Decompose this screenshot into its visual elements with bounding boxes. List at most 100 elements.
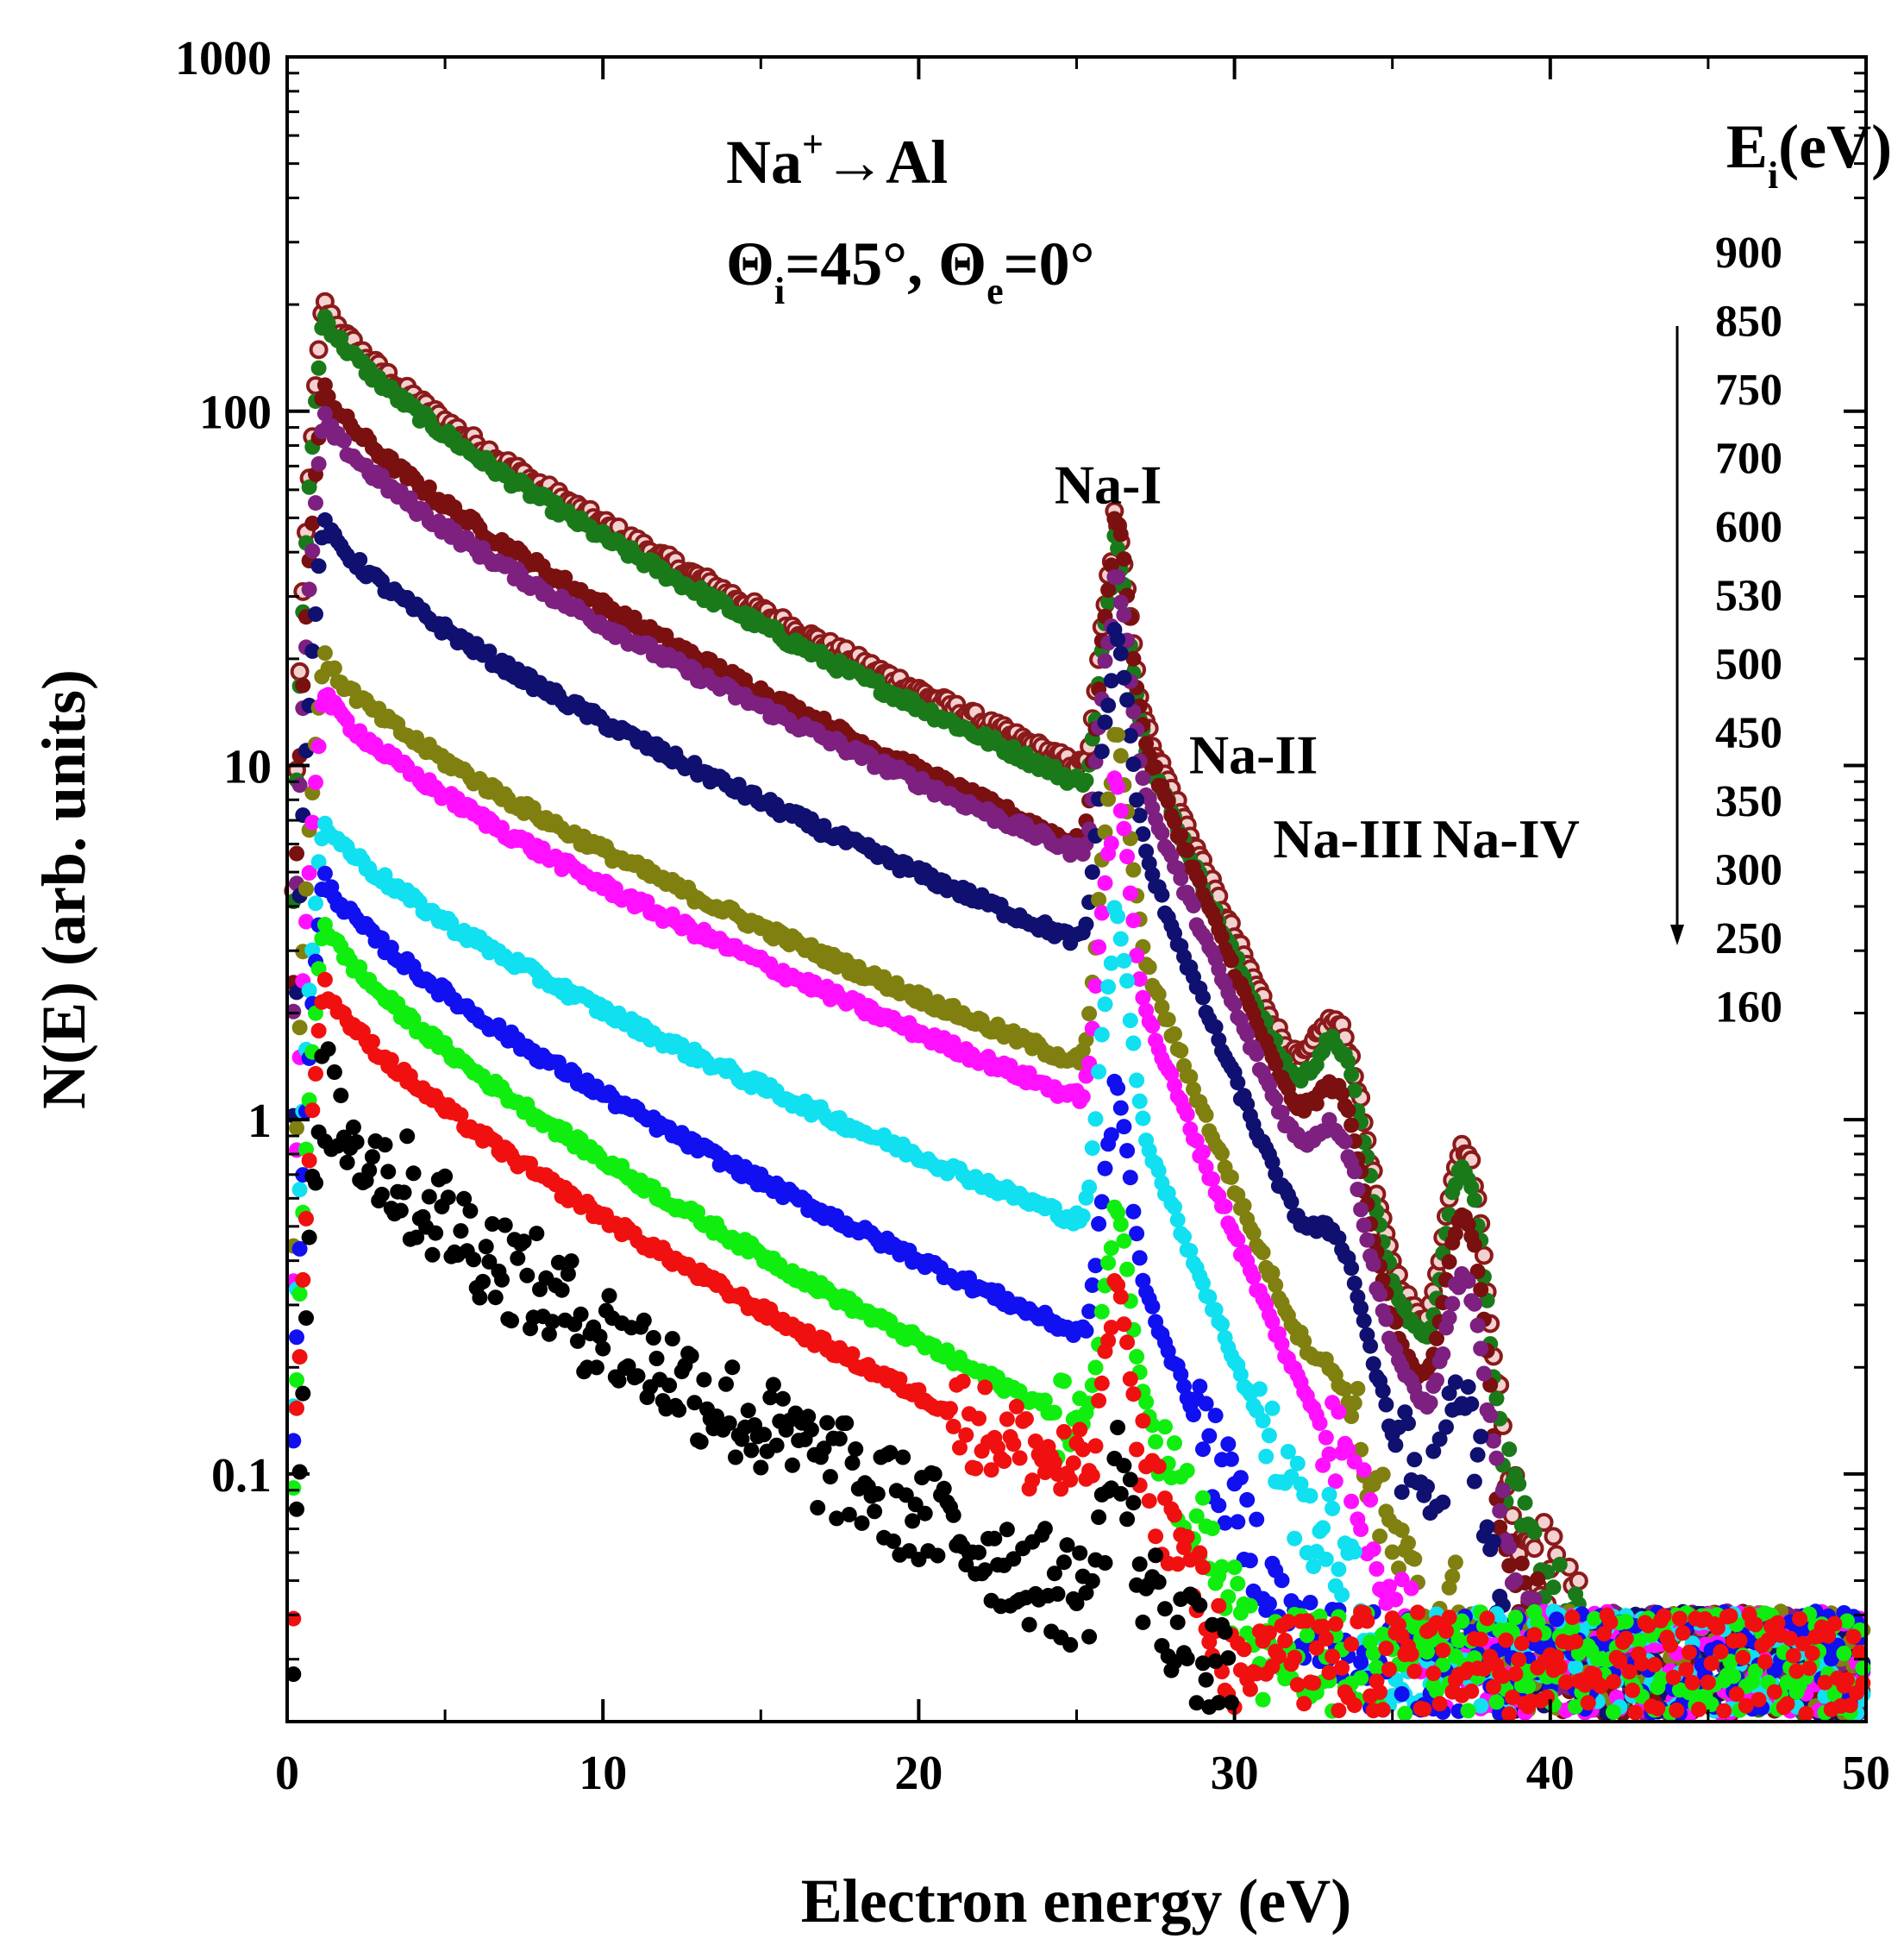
data-point (869, 673, 886, 689)
data-point (1103, 673, 1119, 689)
data-point (1261, 1596, 1277, 1612)
data-point (1154, 887, 1170, 903)
data-point (1242, 1553, 1258, 1569)
data-point (304, 515, 321, 531)
data-point (1211, 1497, 1227, 1514)
data-point (1400, 1535, 1416, 1552)
data-point (1473, 1282, 1489, 1298)
data-point (1195, 1144, 1211, 1160)
data-point (1261, 1427, 1277, 1444)
data-point (1112, 526, 1129, 543)
data-point (1526, 1524, 1543, 1540)
data-point (1141, 959, 1157, 976)
data-point (304, 814, 321, 831)
data-point (1441, 1253, 1457, 1270)
data-point (1245, 1225, 1262, 1241)
series-450 (285, 815, 1871, 1722)
data-point (1353, 1521, 1369, 1537)
data-point (1226, 1559, 1243, 1576)
data-point (1447, 1176, 1463, 1193)
data-point (1463, 1179, 1480, 1195)
data-point (1112, 1216, 1129, 1233)
data-point (1135, 770, 1151, 787)
data-point (310, 738, 327, 755)
data-point (316, 865, 333, 882)
data-point (1302, 1595, 1318, 1610)
data-point (1312, 1415, 1328, 1431)
data-point (1331, 1403, 1347, 1420)
data-point (1474, 1245, 1494, 1265)
data-point (1372, 1286, 1388, 1302)
data-point (1148, 759, 1164, 775)
data-point (1469, 1446, 1486, 1463)
data-point (1112, 594, 1129, 611)
data-point (1346, 1275, 1362, 1291)
data-point (1545, 1579, 1562, 1596)
data-point (1441, 1309, 1457, 1326)
data-point (1179, 842, 1195, 858)
data-point (1485, 1534, 1501, 1550)
series-850 (285, 309, 1871, 1722)
data-point (1353, 1670, 1369, 1686)
data-point (1343, 1260, 1360, 1277)
data-point (308, 1065, 323, 1082)
data-point (1469, 1317, 1486, 1333)
data-point (1362, 1491, 1379, 1508)
data-point (1097, 824, 1113, 840)
data-point (1492, 1503, 1508, 1519)
data-point (1378, 1311, 1394, 1327)
data-point (1855, 1660, 1871, 1677)
series-350 (285, 865, 1871, 1722)
data-point (1485, 1433, 1501, 1449)
data-point (1226, 996, 1243, 1013)
data-point (1340, 1102, 1356, 1119)
data-point (1618, 1614, 1634, 1629)
data-point (1078, 1322, 1094, 1339)
data-point (1368, 1561, 1385, 1577)
data-point (1116, 551, 1132, 568)
data-point (1223, 1169, 1239, 1185)
data-point (1173, 1043, 1189, 1059)
data-point (1217, 1198, 1233, 1214)
data-point (308, 775, 323, 791)
data-point (1154, 999, 1170, 1015)
data-point (1100, 582, 1117, 598)
data-point (1318, 1551, 1334, 1567)
data-point (304, 1102, 321, 1119)
data-point (1150, 986, 1167, 1002)
data-point (1466, 1473, 1482, 1490)
data-point (1331, 1230, 1347, 1246)
data-point (1268, 1056, 1284, 1072)
data-point (1549, 1611, 1565, 1628)
data-point (1384, 1544, 1400, 1560)
data-point (1466, 1237, 1482, 1253)
data-point (1264, 1264, 1281, 1281)
data-point (1167, 1435, 1182, 1452)
data-point (1125, 862, 1142, 878)
data-point (1214, 1316, 1230, 1333)
data-point (1406, 1452, 1423, 1468)
data-point (1091, 1215, 1107, 1232)
data-point (1463, 1396, 1480, 1412)
data-point (1356, 1462, 1372, 1478)
data-point (316, 971, 333, 988)
data-point (1214, 1145, 1230, 1162)
data-point (1119, 849, 1136, 865)
data-point (316, 405, 333, 422)
data-point (1097, 653, 1113, 669)
data-point (1201, 1427, 1218, 1444)
data-point (1119, 692, 1136, 708)
data-point (1112, 645, 1129, 662)
data-point (1169, 1212, 1186, 1228)
data-point (1460, 1216, 1476, 1233)
data-point (1372, 1528, 1388, 1545)
data-point (1074, 1208, 1091, 1224)
data-point (1100, 979, 1117, 995)
data-point (1091, 939, 1107, 955)
data-point (1482, 1407, 1499, 1423)
data-point (1343, 1409, 1360, 1425)
data-point (320, 316, 336, 332)
data-point (1606, 1704, 1621, 1720)
data-point (1321, 1486, 1337, 1503)
data-point (352, 552, 368, 568)
